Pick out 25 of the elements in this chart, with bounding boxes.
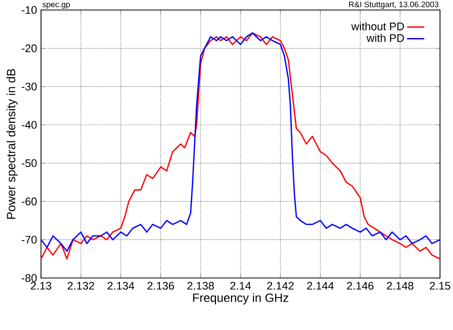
y-tick-label: -50 xyxy=(22,159,37,168)
x-tick-label: 2.148 xyxy=(386,282,414,290)
y-axis-title: Power spectral density in dB xyxy=(6,68,18,219)
x-tick-label: 2.146 xyxy=(346,282,374,290)
y-tick-label: -20 xyxy=(22,44,37,52)
x-tick-label: 2.138 xyxy=(187,282,214,290)
legend-label: without PD xyxy=(351,22,404,30)
x-tick-label: 2.136 xyxy=(147,282,174,290)
text: R&I Stuttgart, 13.06.2003 xyxy=(349,2,438,9)
text: spec.gp xyxy=(42,2,70,9)
y-tick-label: -70 xyxy=(22,236,37,244)
x-tick-label: 2.15 xyxy=(430,282,450,290)
x-tick-label: 2.14 xyxy=(230,282,251,290)
x-tick-label: 2.132 xyxy=(68,282,94,290)
x-axis-title: Frequency in GHz xyxy=(193,293,288,304)
x-tick-label: 2.13 xyxy=(30,282,52,290)
legend-label: with PD xyxy=(366,34,404,42)
y-tick-label: -80 xyxy=(22,274,37,282)
y-tick-label: -10 xyxy=(22,6,37,14)
x-tick-label: 2.142 xyxy=(267,282,294,290)
y-tick-label: -40 xyxy=(22,120,37,129)
y-tick-label: -60 xyxy=(22,198,37,206)
x-tick-label: 2.144 xyxy=(307,282,334,290)
y-tick-label: -30 xyxy=(22,82,37,90)
x-tick-label: 2.134 xyxy=(108,282,134,290)
